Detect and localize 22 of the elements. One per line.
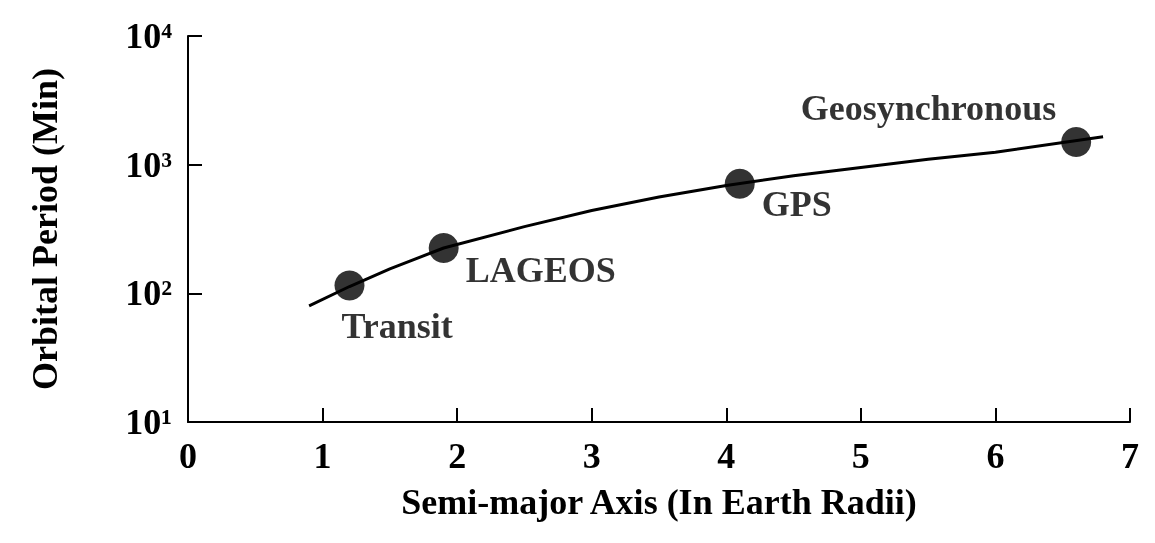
x-tick-label: 0 <box>179 436 197 476</box>
x-tick-label: 2 <box>448 436 467 476</box>
y-tick-label: 10³ <box>125 144 173 185</box>
x-tick-label: 7 <box>1121 436 1139 476</box>
x-tick-label: 3 <box>582 436 601 476</box>
point <box>428 233 459 264</box>
point <box>1061 127 1092 157</box>
y-axis-title: Orbital Period (Min) <box>25 68 65 390</box>
annotation: Geosynchronous <box>800 88 1057 129</box>
point <box>334 270 365 301</box>
point <box>724 168 755 199</box>
y-tick-label: 10⁴ <box>125 16 173 56</box>
y-tick-label: 10² <box>125 273 172 314</box>
y-tick-label: 10¹ <box>125 402 172 442</box>
annotation: Transit <box>341 305 453 346</box>
x-tick-label: 6 <box>986 436 1005 476</box>
x-tick-label: 5 <box>851 436 870 476</box>
annotation: LAGEOS <box>465 250 616 291</box>
annotation: GPS <box>761 183 832 224</box>
x-tick-label: 4 <box>717 436 736 476</box>
x-axis-title: Semi-major Axis (In Earth Radii) <box>401 482 917 522</box>
x-tick-label: 1 <box>313 436 332 476</box>
